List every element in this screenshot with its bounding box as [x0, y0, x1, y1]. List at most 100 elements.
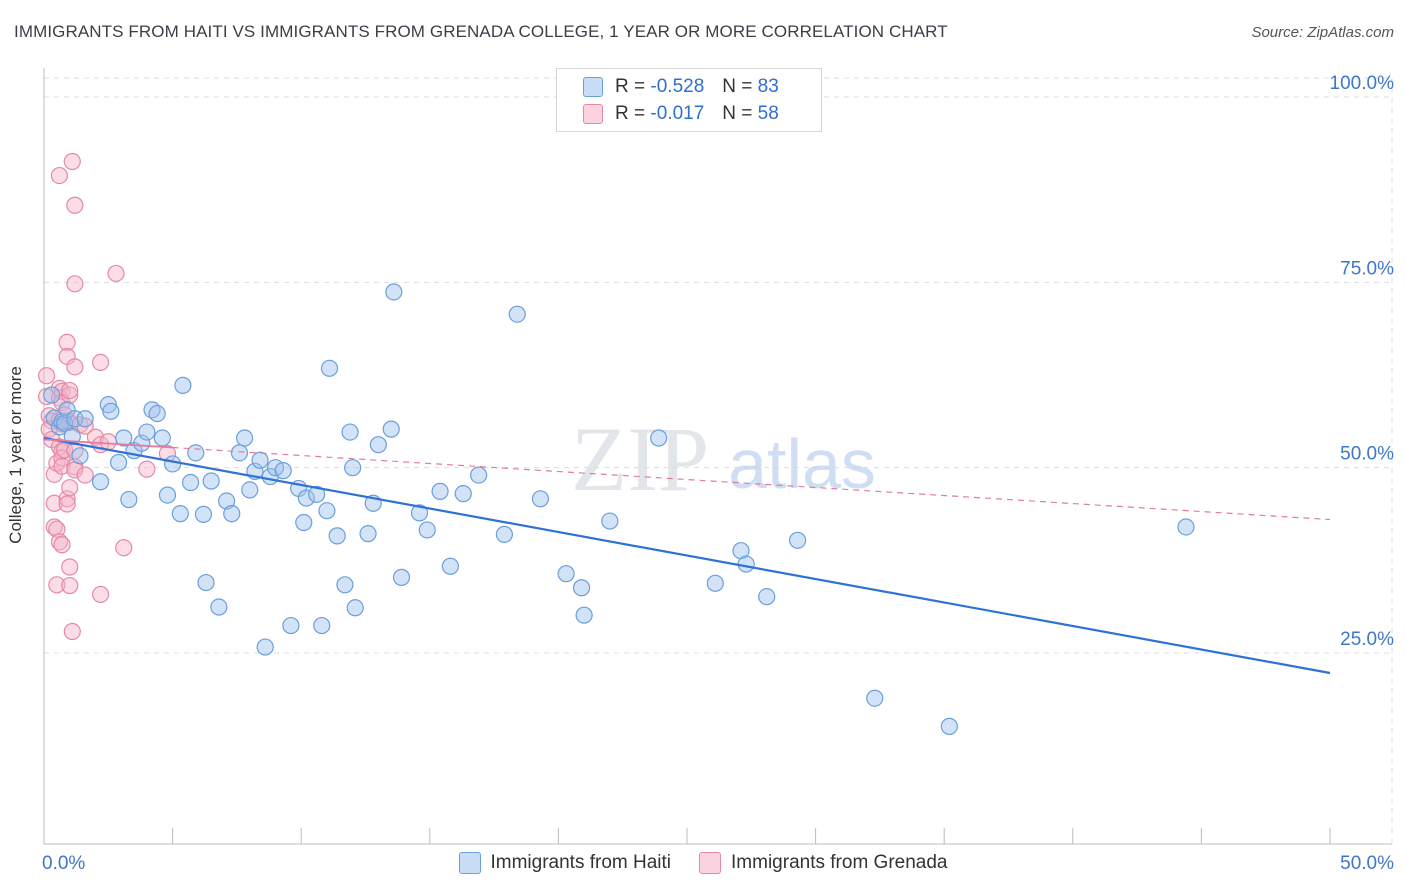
grenada-point	[50, 533, 69, 551]
grenada-point	[53, 536, 71, 554]
haiti-point	[102, 402, 120, 420]
grenada-point	[99, 433, 117, 451]
haiti-point	[153, 429, 171, 447]
x-tick-label-min: 0.0%	[42, 853, 85, 874]
grenada-point	[58, 333, 76, 351]
haiti-point	[737, 555, 755, 573]
haiti-point	[392, 568, 411, 586]
legend-row-grenada: R = -0.017 N = 58	[583, 101, 779, 127]
grenada-point	[66, 358, 84, 376]
haiti-point	[650, 429, 668, 447]
x-tick-label-max: 50.0%	[1340, 853, 1394, 874]
grenada-point	[58, 495, 76, 513]
haiti-point	[99, 396, 117, 414]
y-tick-label: 75.0%	[1340, 258, 1394, 279]
grenada-point	[61, 576, 79, 595]
haiti-point	[1177, 518, 1195, 536]
haiti-point	[318, 502, 336, 520]
haiti-point	[91, 473, 110, 491]
grenada-point	[58, 490, 76, 508]
legend-r-value: -0.528	[650, 76, 705, 97]
haiti-point	[531, 490, 549, 508]
grenada-point	[63, 152, 81, 171]
haiti-point	[76, 410, 94, 428]
axes	[43, 68, 1392, 845]
legend-r-label: R =	[615, 103, 646, 124]
grenada-point	[61, 558, 79, 576]
haiti-point	[346, 599, 364, 617]
haiti-point	[274, 462, 292, 480]
haiti-point	[138, 423, 156, 441]
grenada-point	[138, 460, 156, 478]
grenada-point	[91, 353, 110, 371]
haiti-point	[470, 466, 488, 484]
grenada-point	[91, 585, 110, 604]
legend-item-grenada[interactable]: Immigrants from Grenada	[699, 852, 948, 874]
haiti-point	[223, 505, 241, 523]
haiti-point	[71, 447, 89, 465]
haiti-point	[297, 489, 315, 507]
chart-source: Source: ZipAtlas.com	[1251, 24, 1394, 41]
haiti-point	[251, 451, 269, 469]
correlation-legend: R = -0.528 N = 83 R = -0.017 N = 58	[556, 68, 822, 132]
haiti-point	[308, 485, 326, 503]
haiti-point	[256, 638, 274, 656]
legend-item-haiti[interactable]: Immigrants from Haiti	[458, 852, 671, 874]
haiti-point	[43, 386, 61, 404]
haiti-point	[382, 420, 400, 438]
grenada-point	[53, 457, 71, 475]
haiti-point	[706, 574, 724, 592]
grenada-point	[48, 576, 66, 594]
haiti-point	[55, 414, 74, 432]
haiti-point	[572, 579, 591, 597]
grenada-point	[63, 622, 81, 641]
haiti-point	[495, 525, 513, 543]
haiti-point	[148, 404, 166, 423]
haiti-point	[575, 606, 593, 624]
grenada-point	[37, 367, 56, 385]
legend-swatch-grenada	[699, 852, 722, 874]
haiti-point	[788, 531, 807, 549]
haiti-point	[133, 434, 151, 452]
haiti-point	[164, 455, 182, 473]
grenada-point	[76, 466, 94, 484]
haiti-point	[385, 283, 403, 301]
haiti-point	[187, 444, 205, 462]
legend-n-label: N =	[722, 103, 753, 124]
watermark-zip: ZIP	[571, 408, 709, 510]
haiti-point	[454, 485, 472, 503]
haiti-point	[282, 616, 300, 635]
chart-title: IMMIGRANTS FROM HAITI VS IMMIGRANTS FROM…	[14, 22, 948, 41]
haiti-point	[431, 482, 449, 500]
haiti-point	[182, 473, 200, 492]
haiti-point	[418, 521, 436, 539]
legend-swatch-grenada	[583, 104, 603, 124]
haiti-point	[441, 557, 459, 575]
haiti-point	[197, 573, 215, 592]
grenada-point	[66, 196, 84, 214]
haiti-point	[359, 525, 377, 543]
watermark-atlas: atlas	[728, 425, 876, 503]
haiti-point	[194, 505, 213, 523]
haiti-point	[328, 527, 346, 545]
haiti-point	[336, 576, 354, 594]
grenada-point	[48, 520, 66, 538]
series-legend: Immigrants from Haiti Immigrants from Gr…	[0, 852, 1406, 874]
legend-swatch-haiti	[458, 852, 481, 874]
grenada-trend-line-solid	[43, 438, 173, 449]
grid-lines	[44, 77, 1393, 844]
legend-swatch-haiti	[583, 77, 603, 97]
haiti-point	[557, 565, 575, 583]
grenada-point	[45, 494, 63, 512]
grenada-point	[61, 381, 79, 400]
legend-row-haiti: R = -0.528 N = 83	[583, 74, 779, 100]
grenada-point	[61, 479, 79, 497]
haiti-point	[174, 376, 192, 394]
haiti-point	[866, 689, 884, 707]
legend-r-label: R =	[615, 76, 646, 97]
haiti-point	[171, 505, 189, 523]
grenada-point	[115, 539, 133, 557]
watermark: ZIP atlas	[571, 408, 876, 510]
haiti-point	[202, 472, 220, 490]
